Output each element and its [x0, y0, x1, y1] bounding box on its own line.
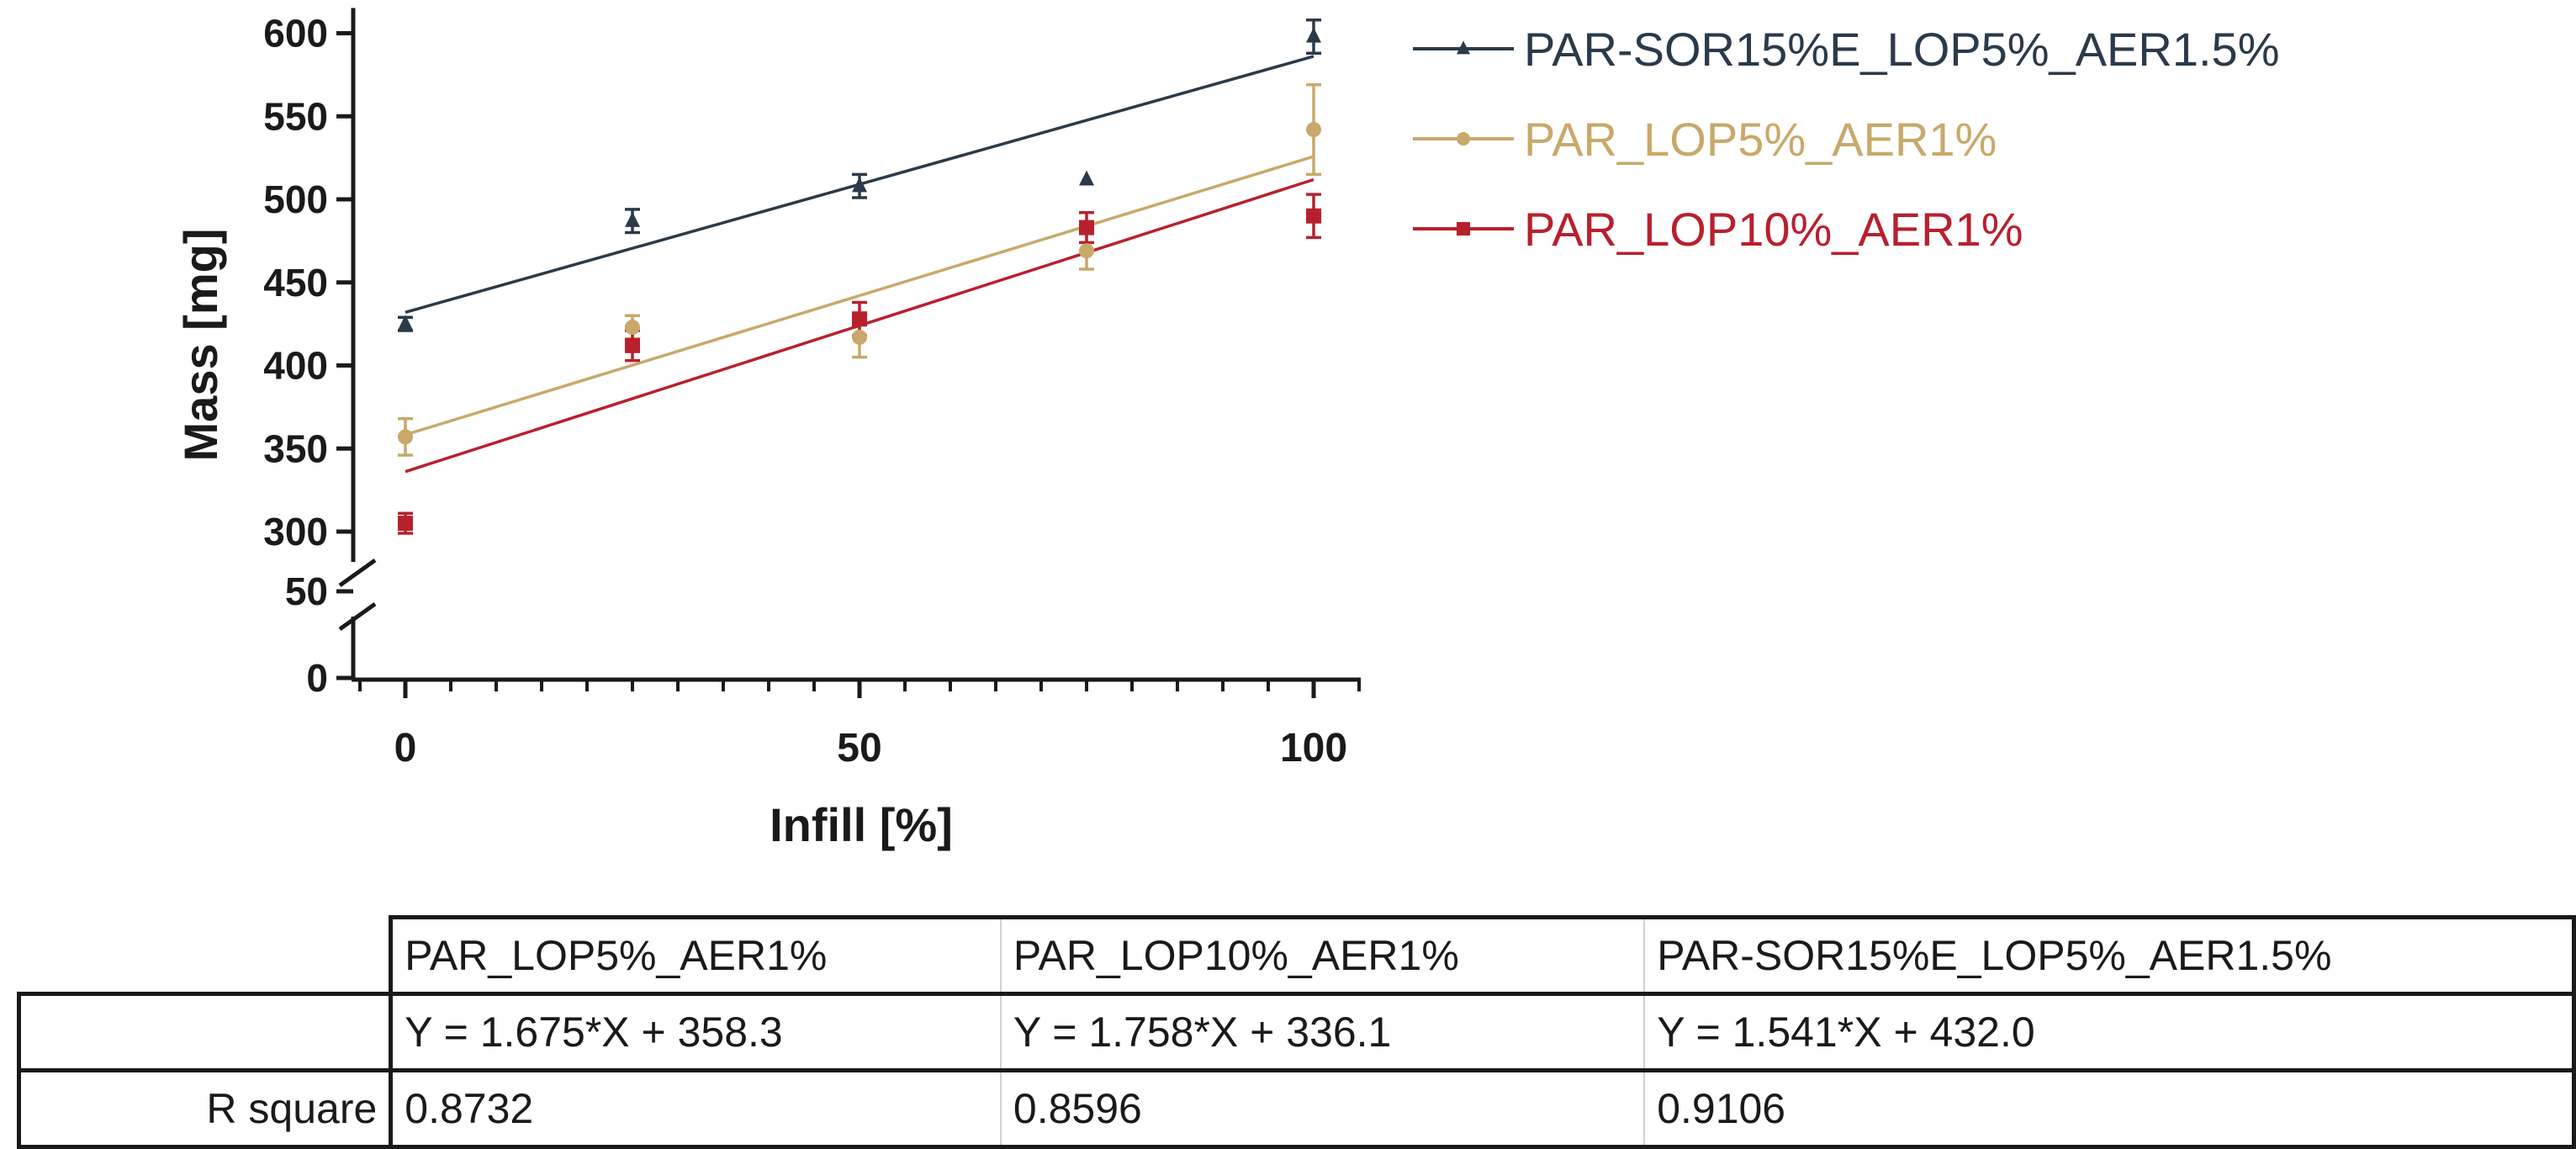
data-point: [398, 516, 413, 532]
legend-label: PAR-SOR15%E_LOP5%_AER1.5%: [1524, 23, 2280, 76]
y-tick-label: 0: [306, 656, 328, 700]
data-point: [852, 177, 867, 193]
data-point: [625, 320, 640, 336]
data-point: [398, 429, 413, 445]
y-tick-label: 450: [263, 261, 328, 304]
y-tick-label: 400: [263, 344, 328, 388]
data-point: [1306, 27, 1321, 43]
x-tick-label: 100: [1280, 726, 1347, 770]
table-header-cell: PAR_LOP10%_AER1%: [999, 915, 1646, 996]
data-point: [625, 337, 640, 353]
legend-marker: [1457, 40, 1470, 55]
x-tick-label: 0: [394, 726, 417, 770]
table-row-label: R square: [16, 1068, 394, 1149]
data-point: [1079, 170, 1094, 186]
legend-marker: [1457, 132, 1470, 146]
y-tick-label: 300: [263, 510, 328, 553]
legend-marker: [1457, 222, 1470, 236]
equation-cell: Y = 1.675*X + 358.3: [389, 992, 1002, 1072]
table-header-row: PAR_LOP5%_AER1% PAR_LOP10%_AER1% PAR-SOR…: [19, 915, 2576, 996]
fit-lines: [405, 55, 1314, 474]
fit-line: [405, 155, 1314, 437]
r-square-cell: 0.8732: [389, 1068, 1002, 1149]
y-tick-label: 50: [285, 569, 328, 613]
table-header-cell: PAR-SOR15%E_LOP5%_AER1.5%: [1643, 915, 2576, 996]
equation-cell: Y = 1.541*X + 432.0: [1643, 992, 2576, 1072]
table-row-label: [16, 992, 394, 1072]
y-tick-label: 350: [263, 426, 328, 470]
data-point: [1306, 122, 1321, 138]
y-tick-label: 500: [263, 177, 328, 221]
data-markers: [398, 27, 1321, 532]
table-row-equation: Y = 1.675*X + 358.3 Y = 1.758*X + 336.1 …: [16, 992, 2576, 1072]
data-point: [1306, 208, 1321, 224]
x-tick-label: 50: [837, 726, 881, 770]
regression-table: PAR_LOP5%_AER1% PAR_LOP10%_AER1% PAR-SOR…: [16, 915, 2576, 1149]
table-corner-cell: [19, 918, 391, 994]
data-point: [852, 311, 867, 327]
data-point: [852, 329, 867, 345]
data-point: [1079, 243, 1094, 259]
y-axis-title: Mass [mg]: [174, 229, 227, 462]
legend-label: PAR_LOP10%_AER1%: [1524, 203, 2023, 256]
axis-break-mark: [338, 601, 377, 632]
equation-cell: Y = 1.758*X + 336.1: [999, 992, 1646, 1072]
table-header-cell: PAR_LOP5%_AER1%: [389, 915, 1002, 996]
data-point: [1079, 220, 1094, 236]
table-row-r-square: R square 0.8732 0.8596 0.9106: [16, 1068, 2576, 1149]
x-axis-title: Infill [%]: [770, 798, 953, 851]
data-point: [625, 211, 640, 227]
legend: PAR-SOR15%E_LOP5%_AER1.5% PAR_LOP5%_AER1%…: [1413, 23, 2280, 256]
y-tick-label: 600: [263, 12, 328, 56]
legend-label: PAR_LOP5%_AER1%: [1524, 113, 1997, 166]
y-tick-label: 550: [263, 94, 328, 138]
r-square-cell: 0.9106: [1643, 1068, 2576, 1149]
r-square-cell: 0.8596: [999, 1068, 1646, 1149]
data-point: [398, 315, 413, 331]
axis-break-mark: [338, 558, 377, 588]
